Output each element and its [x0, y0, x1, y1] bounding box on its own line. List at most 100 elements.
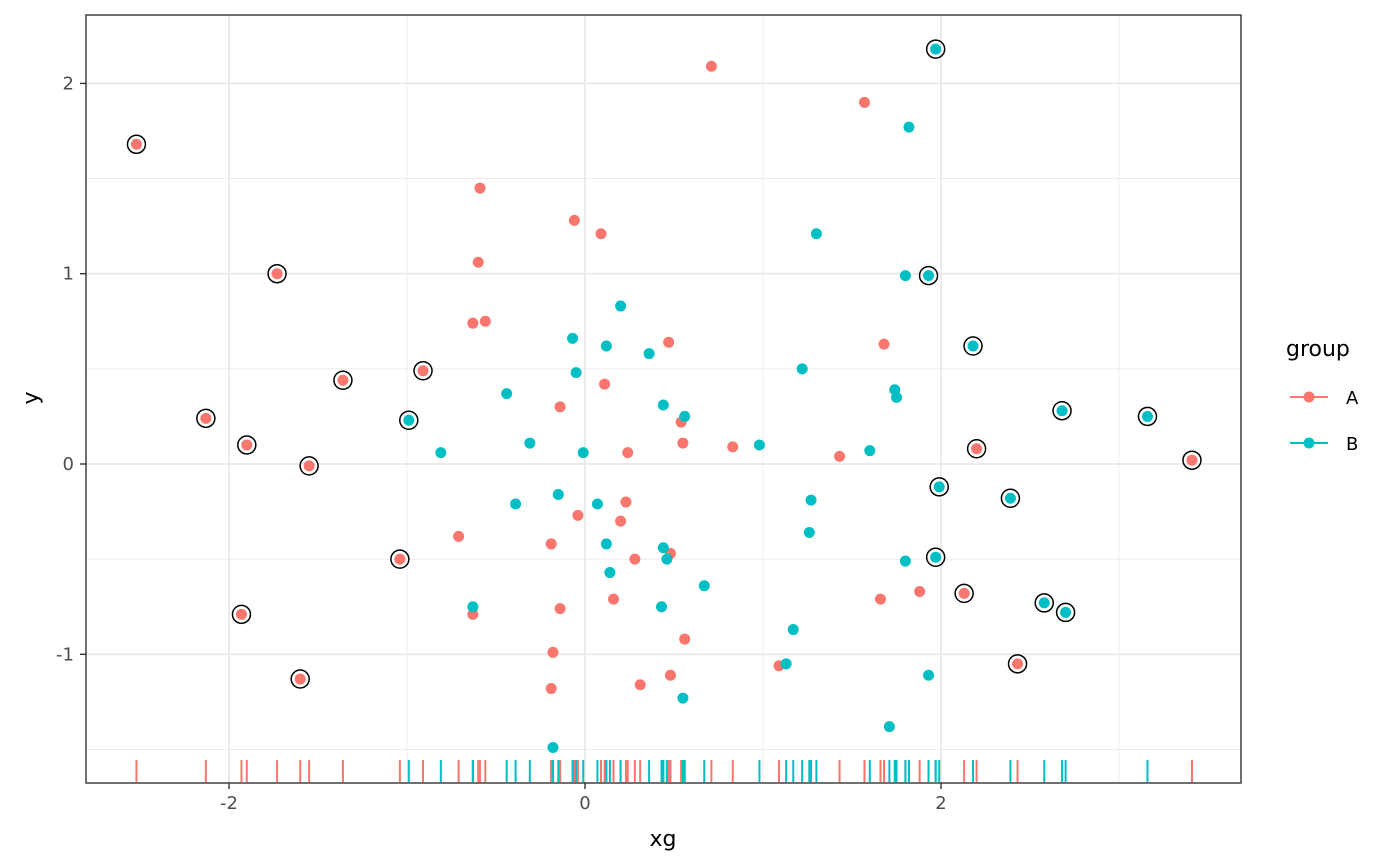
y-tick-label: 0 — [63, 454, 74, 475]
data-point-a — [200, 412, 212, 424]
data-point-a — [663, 336, 675, 348]
data-point-b — [567, 332, 579, 344]
points-layer — [130, 43, 1198, 754]
data-point-b — [803, 527, 815, 539]
data-point-a — [294, 673, 306, 685]
highlight-ring — [390, 549, 410, 569]
highlight-ring — [333, 370, 353, 391]
y-tick-label: 2 — [63, 73, 74, 94]
data-point-a — [858, 96, 870, 108]
data-point-b — [577, 447, 589, 459]
legend-entry-b: B — [1290, 434, 1358, 455]
data-point-b — [600, 340, 612, 352]
highlight-ring — [231, 604, 252, 625]
data-point-a — [727, 441, 739, 453]
data-point-a — [235, 608, 247, 620]
data-point-b — [552, 488, 564, 500]
data-point-b — [1004, 492, 1016, 504]
data-point-b — [967, 340, 979, 352]
data-point-a — [705, 60, 717, 72]
legend-key-point-a — [1303, 391, 1315, 403]
y-axis-ticks: -1 0 1 2 — [56, 73, 86, 665]
data-point-b — [657, 542, 669, 554]
data-point-a — [679, 633, 691, 645]
x-axis-ticks: -2 0 2 — [220, 783, 947, 814]
data-point-b — [661, 553, 673, 565]
data-point-a — [303, 460, 315, 472]
data-point-a — [615, 515, 627, 527]
data-point-b — [930, 551, 942, 563]
rug-layer — [135, 760, 1193, 782]
data-point-b — [501, 388, 513, 400]
data-point-b — [923, 270, 935, 282]
panel-border — [85, 14, 1242, 784]
data-point-a — [958, 587, 970, 599]
data-point-b — [570, 367, 582, 379]
data-point-b — [591, 498, 603, 510]
highlight-ring — [1034, 593, 1054, 613]
data-point-b — [615, 300, 627, 312]
data-point-a — [599, 378, 611, 390]
data-point-b — [510, 498, 522, 510]
highlight-ring — [1000, 488, 1021, 509]
highlight-ring — [237, 435, 257, 455]
highlight-ring — [925, 39, 946, 59]
data-point-b — [930, 43, 942, 55]
data-point-a — [568, 214, 580, 226]
data-point-b — [810, 228, 822, 240]
data-point-b — [1038, 597, 1050, 609]
data-point-b — [899, 555, 911, 567]
x-tick-label: 2 — [935, 793, 946, 814]
highlight-ring — [925, 547, 946, 567]
data-point-b — [787, 624, 799, 636]
data-point-a — [914, 586, 926, 598]
data-point-a — [572, 509, 584, 521]
data-point-b — [805, 494, 817, 506]
highlight-ring — [290, 669, 310, 689]
highlight-ring — [1137, 406, 1158, 427]
highlight-ring — [918, 265, 939, 286]
highlight-ring — [929, 477, 949, 497]
highlight-ring — [196, 408, 216, 429]
data-point-a — [620, 496, 632, 508]
data-point-a — [878, 338, 890, 350]
data-point-a — [1012, 658, 1024, 670]
data-point-a — [677, 437, 689, 449]
data-point-b — [923, 669, 935, 681]
data-point-a — [1186, 454, 1198, 466]
data-point-a — [472, 256, 484, 268]
y-tick-label: -1 — [56, 644, 74, 665]
data-point-a — [337, 374, 349, 386]
highlight-ring — [1052, 400, 1072, 421]
data-point-a — [271, 268, 283, 280]
data-point-a — [130, 138, 142, 150]
highlight-ring — [1055, 602, 1076, 623]
data-point-b — [677, 692, 689, 704]
data-point-b — [1060, 606, 1072, 618]
data-point-b — [899, 270, 911, 282]
highlight-ring — [1182, 450, 1202, 470]
data-point-a — [474, 182, 486, 194]
data-point-b — [656, 601, 668, 613]
legend: group A B — [1286, 337, 1359, 455]
legend-title: group — [1286, 337, 1350, 362]
data-point-a — [554, 401, 566, 413]
highlight-ring — [267, 263, 287, 284]
x-axis-title: xg — [650, 827, 677, 852]
highlight-ring — [126, 134, 147, 155]
y-tick-label: 1 — [63, 264, 74, 285]
data-point-b — [657, 399, 669, 411]
data-point-a — [394, 553, 406, 565]
data-point-b — [1056, 405, 1068, 417]
data-point-a — [547, 646, 559, 658]
highlight-ring — [399, 410, 419, 430]
data-point-a — [545, 538, 557, 550]
data-point-b — [698, 580, 710, 592]
y-axis-title: y — [19, 391, 44, 404]
data-point-a — [479, 315, 491, 327]
data-point-a — [554, 603, 566, 615]
data-point-a — [607, 593, 619, 605]
highlight-ring — [966, 439, 987, 459]
data-point-a — [467, 608, 479, 620]
